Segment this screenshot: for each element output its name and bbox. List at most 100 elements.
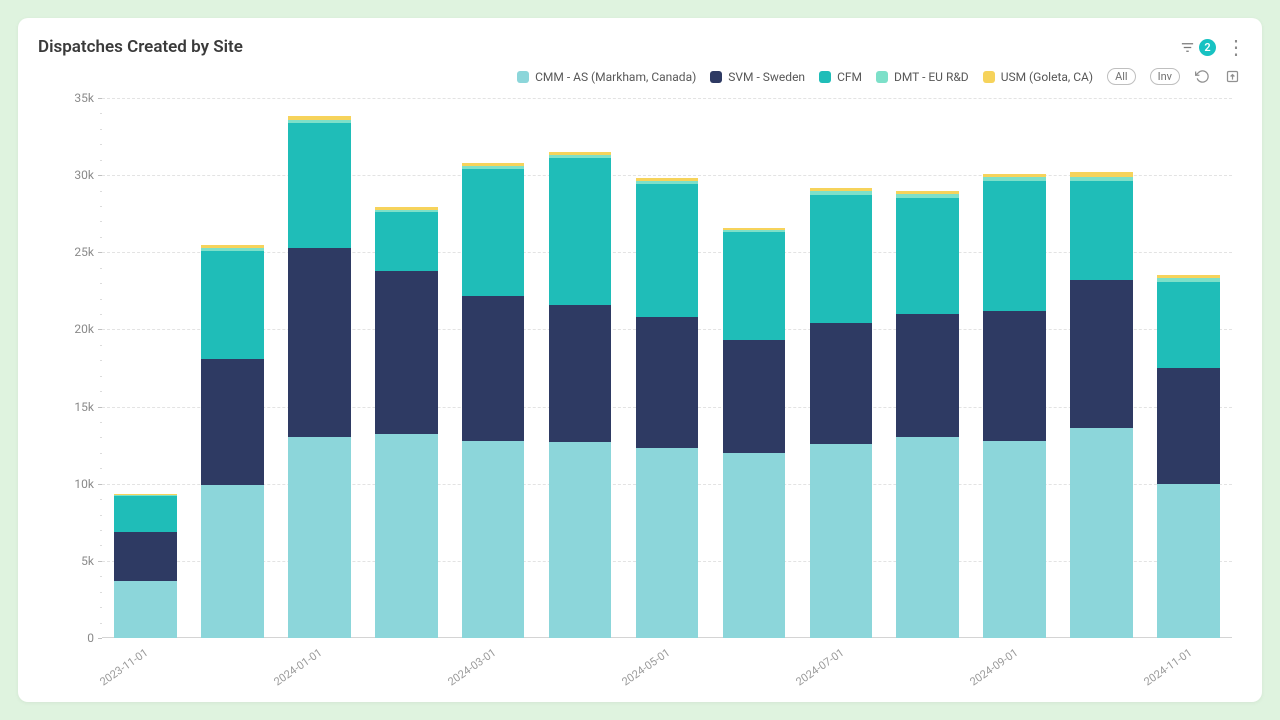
y-tick-mark [98, 175, 102, 176]
bar-segment [375, 212, 438, 271]
bar-segment [636, 178, 699, 181]
legend-swatch [517, 71, 529, 83]
y-tick-label: 20k [60, 322, 94, 336]
bar-segment [983, 177, 1046, 181]
filter-button[interactable]: 2 [1180, 39, 1216, 56]
bar-segment [983, 441, 1046, 638]
y-minor-tick [100, 360, 102, 361]
bar-segment [288, 437, 351, 638]
bar-group[interactable] [896, 98, 959, 638]
export-icon[interactable] [1224, 69, 1240, 85]
bar-segment [549, 305, 612, 442]
y-minor-tick [100, 113, 102, 114]
bar-segment [462, 166, 525, 169]
bar-segment [983, 181, 1046, 311]
bar-segment [114, 496, 177, 531]
y-minor-tick [100, 283, 102, 284]
y-minor-tick [100, 453, 102, 454]
legend-label: DMT - EU R&D [894, 70, 969, 84]
bar-segment [810, 323, 873, 443]
filter-icon [1180, 40, 1195, 55]
y-minor-tick [100, 345, 102, 346]
bar-group[interactable] [1157, 98, 1220, 638]
y-minor-tick [100, 607, 102, 608]
legend-item[interactable]: DMT - EU R&D [876, 70, 969, 84]
bar-segment [723, 453, 786, 638]
y-minor-tick [100, 422, 102, 423]
bar-segment [723, 340, 786, 453]
bar-segment [810, 444, 873, 638]
bar-segment [636, 184, 699, 317]
bar-segment [1157, 275, 1220, 278]
y-minor-tick [100, 376, 102, 377]
bar-group[interactable] [288, 98, 351, 638]
bar-segment [114, 494, 177, 495]
card-header: Dispatches Created by Site 2 ⋮ [38, 32, 1242, 62]
bar-segment [810, 188, 873, 192]
y-minor-tick [100, 391, 102, 392]
x-tick-label: 2024-01-01 [272, 646, 325, 689]
y-minor-tick [100, 530, 102, 531]
legend-item[interactable]: SVM - Sweden [710, 70, 805, 84]
bar-segment [723, 232, 786, 340]
bar-segment [896, 194, 959, 198]
y-minor-tick [100, 237, 102, 238]
y-minor-tick [100, 144, 102, 145]
bar-segment [983, 174, 1046, 177]
y-minor-tick [100, 468, 102, 469]
bar-segment [288, 120, 351, 123]
bar-group[interactable] [462, 98, 525, 638]
bar-segment [723, 230, 786, 232]
bar-segment [1157, 484, 1220, 638]
y-minor-tick [100, 206, 102, 207]
y-minor-tick [100, 129, 102, 130]
bar-segment [1070, 172, 1133, 177]
x-tick-label: 2024-03-01 [446, 646, 499, 689]
bar-group[interactable] [201, 98, 264, 638]
bar-segment [375, 434, 438, 638]
bar-segment [983, 311, 1046, 441]
y-minor-tick [100, 268, 102, 269]
legend-item[interactable]: CFM [819, 70, 862, 84]
bar-segment [201, 485, 264, 638]
legend-item[interactable]: CMM - AS (Markham, Canada) [517, 70, 696, 84]
y-minor-tick [100, 592, 102, 593]
bar-segment [462, 441, 525, 638]
bar-segment [549, 442, 612, 638]
bar-segment [896, 191, 959, 195]
legend-label: CMM - AS (Markham, Canada) [535, 70, 696, 84]
pill-inv[interactable]: Inv [1150, 68, 1180, 85]
y-minor-tick [100, 221, 102, 222]
bar-group[interactable] [549, 98, 612, 638]
y-tick-mark [98, 329, 102, 330]
y-tick-label: 10k [60, 477, 94, 491]
bar-segment [201, 248, 264, 251]
bar-group[interactable] [983, 98, 1046, 638]
bar-segment [1157, 368, 1220, 484]
x-tick-label: 2024-07-01 [793, 646, 846, 689]
legend-label: USM (Goleta, CA) [1001, 70, 1093, 84]
bar-segment [462, 296, 525, 441]
y-tick-label: 15k [60, 400, 94, 414]
refresh-icon[interactable] [1194, 69, 1210, 85]
x-tick-label: 2024-05-01 [619, 646, 672, 689]
y-minor-tick [100, 160, 102, 161]
bar-group[interactable] [375, 98, 438, 638]
bar-group[interactable] [810, 98, 873, 638]
bar-group[interactable] [114, 98, 177, 638]
y-tick-mark [98, 638, 102, 639]
bar-group[interactable] [723, 98, 786, 638]
header-actions: 2 ⋮ [1180, 37, 1242, 57]
y-minor-tick [100, 545, 102, 546]
legend: CMM - AS (Markham, Canada) SVM - Sweden CF… [517, 70, 1093, 84]
bar-segment [1157, 282, 1220, 368]
legend-item[interactable]: USM (Goleta, CA) [983, 70, 1093, 84]
y-tick-label: 30k [60, 168, 94, 182]
bar-segment [1070, 177, 1133, 182]
bar-segment [114, 495, 177, 496]
bar-group[interactable] [1070, 98, 1133, 638]
bar-group[interactable] [636, 98, 699, 638]
pill-all[interactable]: All [1107, 68, 1136, 85]
bar-segment [375, 271, 438, 435]
more-menu-button[interactable]: ⋮ [1226, 37, 1242, 57]
